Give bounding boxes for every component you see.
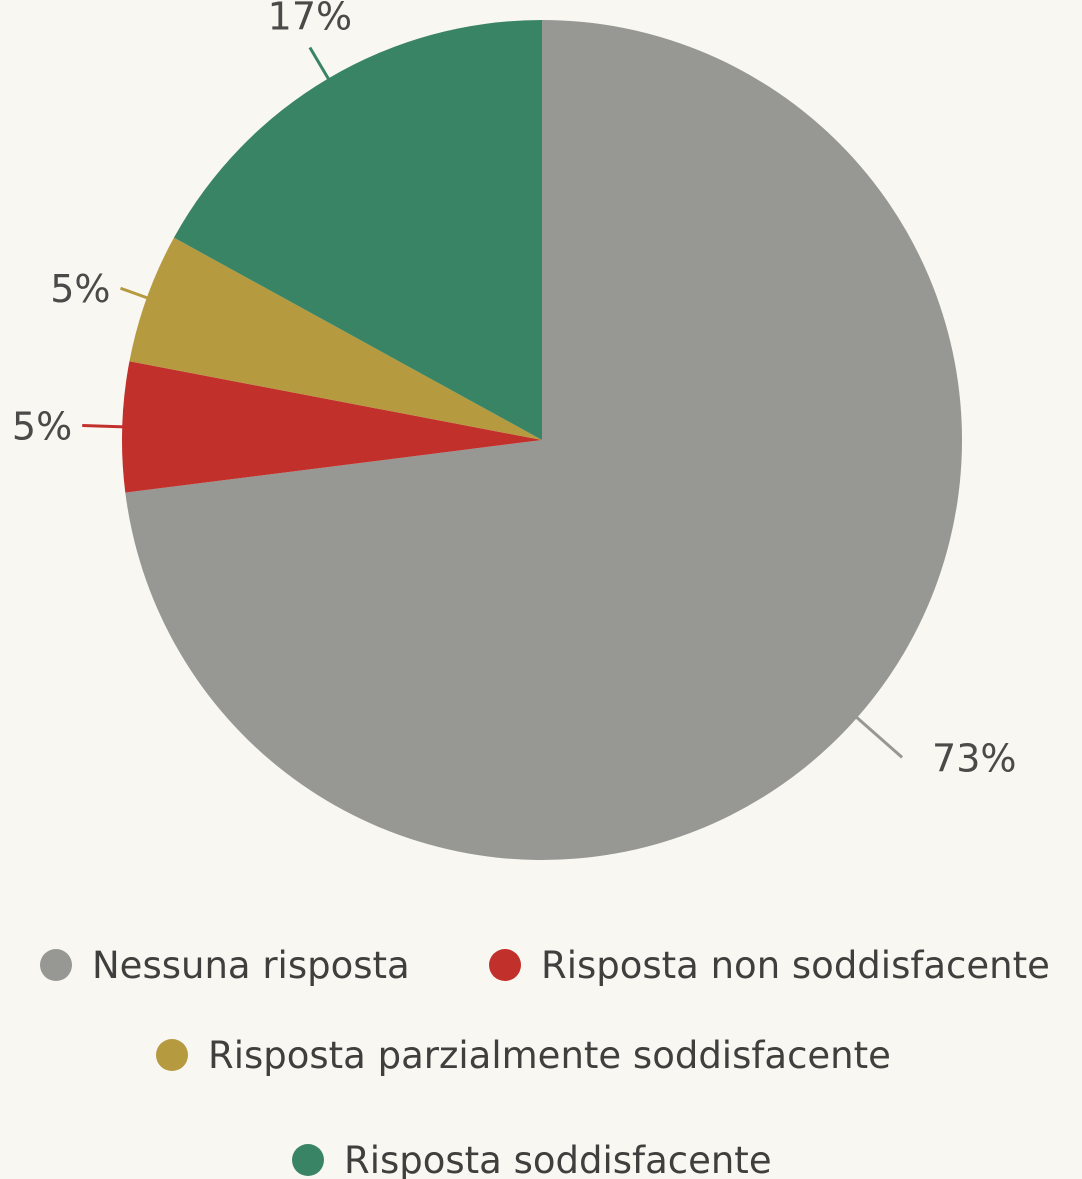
leader-line-risposta-non-soddisfacente — [82, 424, 129, 429]
legend-item-risposta-parzialmente-soddisfacente: Risposta parzialmente soddisfacente — [156, 1034, 891, 1077]
slice-label-risposta-soddisfacente: 17% — [268, 0, 352, 39]
legend: Nessuna risposta Risposta non soddisfacen… — [40, 944, 1050, 1179]
slice-label-nessuna-risposta: 73% — [932, 736, 1016, 780]
pie-slice-risposta-parzialmente-soddisfacente — [129, 237, 542, 440]
leader-line-nessuna-risposta — [851, 712, 904, 759]
legend-swatch-risposta-soddisfacente — [292, 1144, 324, 1176]
slice-label-risposta-non-soddisfacente: 5% — [12, 405, 72, 449]
legend-label-risposta-parzialmente-soddisfacente: Risposta parzialmente soddisfacente — [208, 1034, 891, 1077]
leader-lines — [82, 46, 904, 759]
legend-label-nessuna-risposta: Nessuna risposta — [92, 944, 410, 987]
legend-item-risposta-soddisfacente: Risposta soddisfacente — [292, 1139, 772, 1179]
slice-labels: 73% 5% 5% 17% — [12, 0, 1017, 780]
legend-swatch-risposta-parzialmente-soddisfacente — [156, 1039, 188, 1071]
pie-slice-risposta-soddisfacente — [173, 20, 543, 440]
legend-swatch-risposta-non-soddisfacente — [489, 949, 521, 981]
legend-item-nessuna-risposta: Nessuna risposta — [40, 944, 410, 987]
legend-item-risposta-non-soddisfacente: Risposta non soddisfacente — [489, 944, 1050, 987]
leader-line-risposta-soddisfacente — [308, 46, 333, 85]
pie-slice-risposta-non-soddisfacente — [122, 361, 543, 493]
pie-slices — [122, 20, 962, 860]
slice-label-risposta-parzialmente-soddisfacente: 5% — [50, 267, 110, 311]
legend-label-risposta-non-soddisfacente: Risposta non soddisfacente — [541, 944, 1050, 987]
leader-line-risposta-parzialmente-soddisfacente — [119, 286, 153, 302]
legend-swatch-nessuna-risposta — [40, 949, 72, 981]
pie-slice-nessuna-risposta — [125, 20, 962, 860]
legend-label-risposta-soddisfacente: Risposta soddisfacente — [344, 1139, 772, 1179]
